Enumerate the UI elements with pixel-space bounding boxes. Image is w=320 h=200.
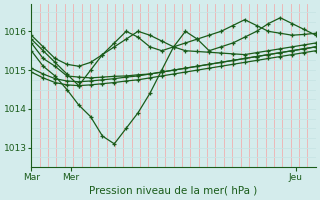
X-axis label: Pression niveau de la mer( hPa ): Pression niveau de la mer( hPa ) <box>90 186 258 196</box>
